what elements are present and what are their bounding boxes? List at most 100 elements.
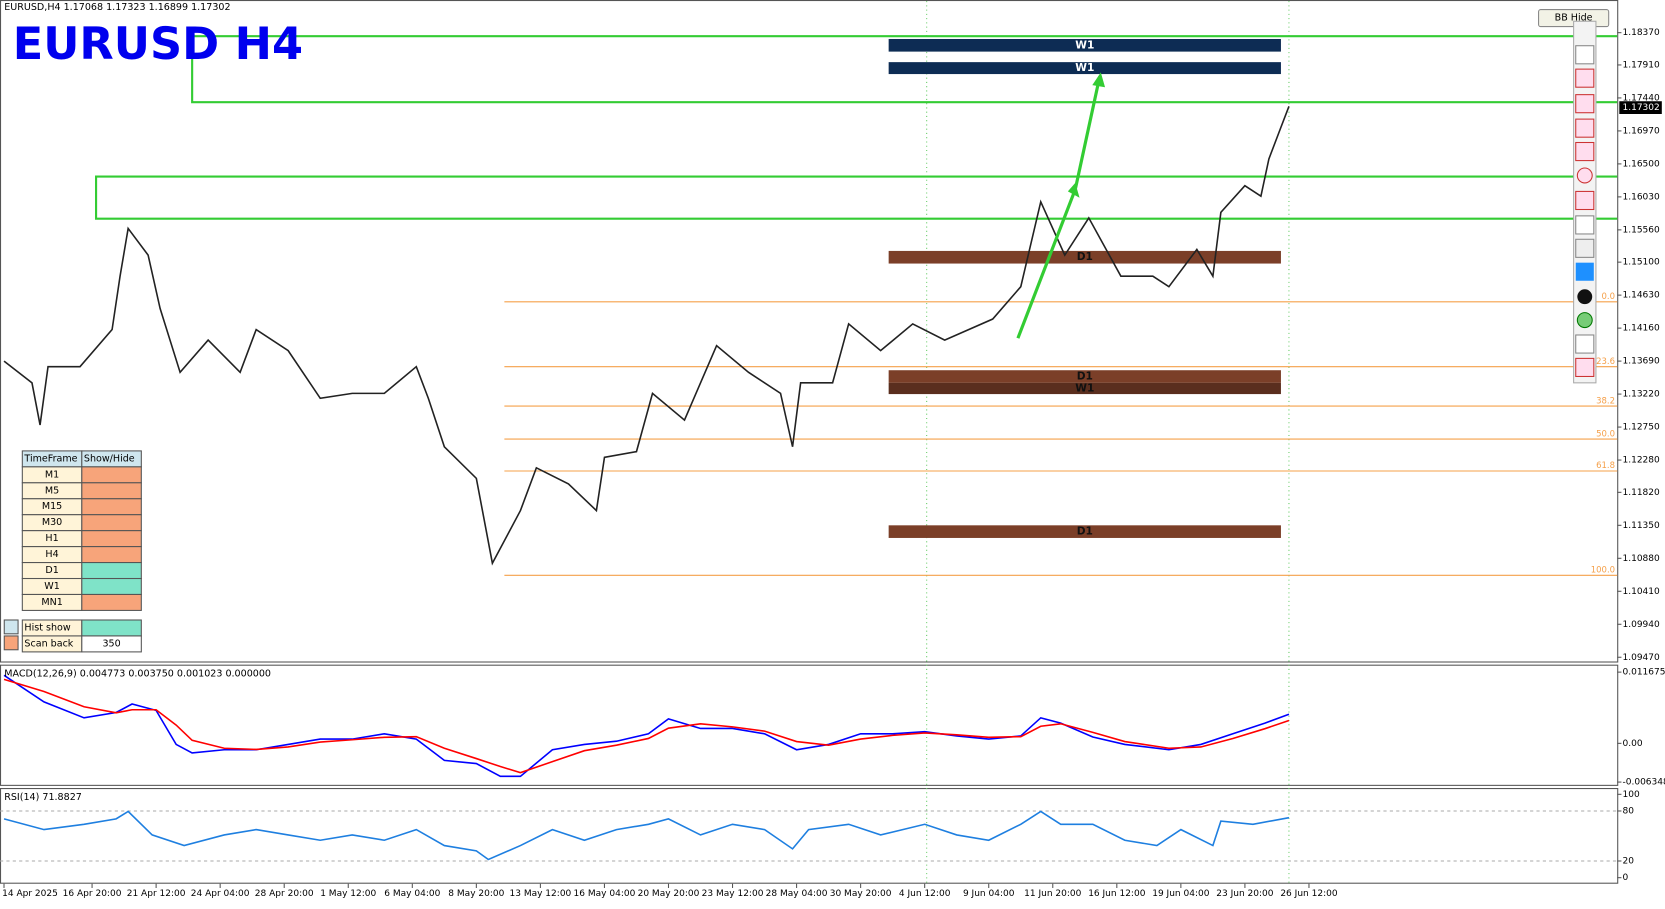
timeframe-label: H1: [45, 533, 58, 544]
value-cell: [81, 635, 142, 653]
y-tick-label: 1.15100: [1622, 258, 1660, 268]
y-tick-label: 1.15560: [1622, 225, 1660, 235]
current-price-box: [1619, 101, 1662, 114]
tool-arrow[interactable]: [1575, 118, 1595, 138]
toggle-cell[interactable]: [81, 482, 142, 500]
y-tick-label: 80: [1622, 806, 1634, 816]
y-tick-label: 1.13690: [1622, 357, 1660, 367]
y-tick-label: 1.14630: [1622, 291, 1660, 301]
hist-icon: [3, 619, 19, 635]
zone: [888, 62, 1281, 75]
macd-panel: [0, 664, 1619, 786]
y-tick-label: 0: [1622, 873, 1628, 883]
toolbar: [1573, 20, 1597, 384]
y-tick-label: 1.12750: [1622, 423, 1660, 433]
timeframe-label: MN1: [41, 597, 62, 608]
timeframe-label: H4: [45, 549, 58, 560]
symbol-title: EURUSD H4: [13, 18, 303, 70]
tool-fill[interactable]: [1575, 215, 1595, 235]
fib-label: 0.0: [1602, 292, 1616, 302]
zone: [888, 38, 1281, 52]
tool-width[interactable]: [1577, 289, 1593, 305]
rsi-panel: [0, 788, 1619, 884]
x-tick-label: 19 Jun 04:00: [1152, 889, 1210, 899]
scan-back-label: Scan back: [24, 638, 73, 649]
tool-cut[interactable]: [1575, 357, 1595, 377]
panel-title: MACD(12,26,9) 0.004773 0.003750 0.001023…: [4, 669, 271, 680]
y-tick-label: 100: [1622, 790, 1639, 800]
x-tick-label: 20 May 20:00: [638, 889, 700, 899]
y-tick-label: 1.17910: [1622, 60, 1660, 70]
y-tick-label: 1.11820: [1622, 488, 1660, 498]
fib-label: 50.0: [1596, 429, 1615, 439]
zone: [888, 525, 1281, 538]
table-header: Show/Hide: [84, 453, 135, 464]
zone: [888, 382, 1281, 395]
tool-text[interactable]: [1575, 190, 1595, 211]
y-tick-label: 1.16030: [1622, 192, 1660, 202]
y-tick-label: 1.10410: [1622, 587, 1660, 597]
timeframe-label: D1: [45, 565, 58, 576]
zone: [888, 250, 1281, 264]
timeframe-label: M5: [45, 485, 59, 496]
button-label[interactable]: BB Hide: [1555, 13, 1593, 24]
zone-label: D1: [1077, 250, 1093, 263]
x-tick-label: 26 Jun 12:00: [1280, 889, 1338, 899]
hist-show-label: Hist show: [24, 622, 70, 633]
tool-wave[interactable]: [1575, 94, 1595, 114]
x-tick-label: 4 Jun 12:00: [899, 889, 951, 899]
tool-cursor[interactable]: [1575, 45, 1595, 65]
fib-label: 61.8: [1596, 461, 1615, 471]
y-tick-label: 1.12280: [1622, 456, 1660, 466]
fib-label: 38.2: [1596, 396, 1615, 406]
timeframe-label: W1: [44, 581, 60, 592]
tool-pen[interactable]: [1575, 68, 1595, 88]
tool-delete[interactable]: [1575, 238, 1595, 258]
x-tick-label: 23 May 12:00: [702, 889, 764, 899]
x-tick-label: 11 Jun 20:00: [1024, 889, 1082, 899]
y-tick-label: 1.13220: [1622, 390, 1660, 400]
y-tick-label: 1.17440: [1622, 93, 1660, 103]
zone-label: D1: [1077, 370, 1093, 383]
timeframe-label: M1: [45, 469, 59, 480]
x-tick-label: 16 Apr 20:00: [63, 889, 122, 899]
x-tick-label: 13 May 12:00: [509, 889, 571, 899]
data-line: [3, 810, 1290, 861]
tool-timer[interactable]: [1576, 312, 1593, 329]
tool-ellipse[interactable]: [1576, 167, 1593, 184]
x-tick-label: 8 May 20:00: [448, 889, 504, 899]
y-tick-label: 0.011675: [1622, 668, 1665, 678]
x-tick-label: 23 Jun 20:00: [1216, 889, 1274, 899]
y-tick-label: 1.16500: [1622, 159, 1660, 169]
x-tick-label: 9 Jun 04:00: [963, 889, 1015, 899]
y-tick-label: 1.11350: [1622, 521, 1660, 531]
timeframe-panel: TimeFrame Show/Hide M1 M5 M15 M30 H1 H4 D1 W1 MN1 H…: [3, 450, 142, 653]
toggle-cell[interactable]: [81, 514, 142, 532]
x-tick-label: 16 May 04:00: [574, 889, 636, 899]
scan-icon: [3, 635, 19, 651]
zone-label: D1: [1077, 525, 1093, 538]
fib-label: 100.0: [1591, 565, 1615, 575]
y-tick-label: 20: [1622, 856, 1634, 866]
toggle-cell[interactable]: [81, 562, 142, 580]
tool-color[interactable]: [1575, 262, 1594, 281]
x-tick-label: 28 May 04:00: [766, 889, 828, 899]
toggle-cell[interactable]: [81, 530, 142, 548]
toggle-cell[interactable]: [81, 593, 142, 611]
data-line: [3, 106, 1290, 566]
toggle-cell[interactable]: [81, 466, 142, 484]
tool-rect[interactable]: [1575, 141, 1595, 162]
toggle-cell[interactable]: [81, 577, 142, 596]
arrow-head: [1067, 72, 1106, 198]
price-panel: [0, 0, 1619, 663]
data-line: [3, 678, 1290, 774]
zone-label: W1: [1075, 38, 1094, 51]
x-tick-label: 28 Apr 20:00: [255, 889, 314, 899]
toggle-cell[interactable]: [81, 498, 142, 516]
tool-screen[interactable]: [1575, 334, 1595, 354]
toggle-cell[interactable]: [81, 546, 142, 564]
toggle-cell[interactable]: [81, 619, 142, 637]
